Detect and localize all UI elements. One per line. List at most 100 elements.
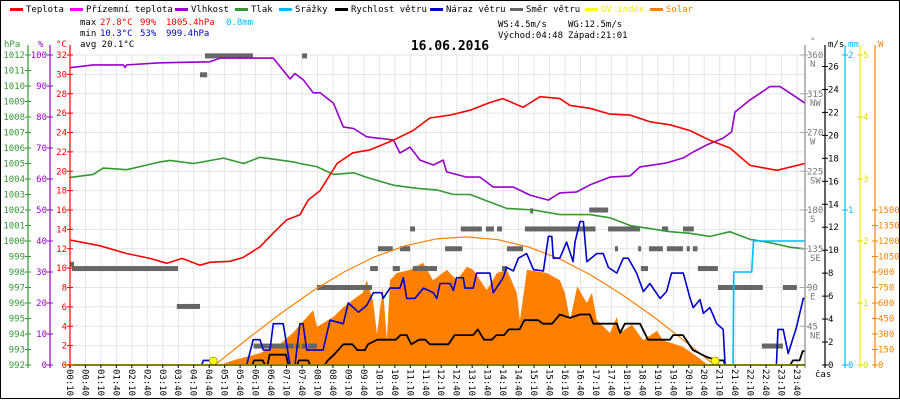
- pressure-tick-label: 1001: [3, 222, 25, 232]
- temperature-tick-label: 30: [56, 70, 67, 80]
- direction-tick-label: 45: [807, 322, 818, 332]
- uv-tick-label: 2: [863, 237, 868, 247]
- legend-label: Náraz větru: [446, 5, 506, 15]
- time-tick-label: 20:40: [698, 369, 708, 396]
- time-tick-label: 22:10: [745, 369, 755, 396]
- wind-direction-mark: [506, 246, 524, 252]
- wind-direction-mark: [302, 53, 308, 59]
- wind-direction-mark: [200, 72, 208, 78]
- legend-label: Vlhkost: [191, 5, 229, 15]
- temperature-tick-label: 2: [62, 342, 67, 352]
- uv-tick-label: 5: [863, 51, 868, 61]
- uv-tick-label: 0: [863, 361, 868, 371]
- legend-label: Srážky: [295, 5, 328, 15]
- time-tick-label: 21:10: [714, 369, 724, 396]
- rain-tick-label: 0: [848, 361, 853, 371]
- solar-area: [220, 262, 713, 365]
- time-tick-label: 21:40: [729, 369, 739, 396]
- solar-tick-label: 1350: [878, 222, 900, 232]
- temperature-tick-label: 12: [56, 245, 67, 255]
- wind-direction-mark: [661, 226, 669, 232]
- stat-sunset: Západ:21:01: [568, 31, 628, 41]
- time-tick-label: 10:40: [389, 369, 399, 396]
- legend-swatch: [510, 8, 523, 11]
- humidity-tick-label: 10: [36, 330, 47, 340]
- time-tick-label: 16:40: [574, 369, 584, 396]
- wind-direction-mark: [301, 343, 307, 349]
- pressure-tick-label: 1011: [3, 67, 25, 77]
- stat-max-temp: 27.8°C: [100, 18, 133, 28]
- pressure-tick-label: 996: [9, 299, 25, 309]
- solar-tick-label: 900: [878, 268, 894, 278]
- series-n-raz-v-tru: [64, 220, 805, 366]
- time-tick-label: 02:40: [141, 369, 151, 396]
- stat-max-pressure: 1005.4hPa: [166, 18, 215, 28]
- time-tick-label: 15:10: [528, 369, 538, 396]
- pressure-tick-label: 997: [9, 284, 25, 294]
- temperature-tick-label: 0: [62, 361, 67, 371]
- stat-wind-gust: WG:12.5m/s: [568, 20, 622, 30]
- legend-swatch: [235, 8, 248, 11]
- wind-tick-label: 24: [828, 85, 839, 95]
- humidity-tick-label: 100: [31, 51, 47, 61]
- direction-tick-label: 315: [807, 90, 823, 100]
- legend-swatch: [650, 8, 663, 11]
- temperature-tick-label: 8: [62, 284, 67, 294]
- wind-direction-mark: [686, 246, 690, 252]
- pressure-tick-label: 1004: [3, 175, 25, 185]
- time-tick-label: 00:10: [64, 369, 74, 396]
- wind-tick-label: 2: [828, 338, 833, 348]
- pressure-tick-label: 999: [9, 253, 25, 263]
- time-tick-label: 01:10: [95, 369, 105, 396]
- temperature-tick-label: 28: [56, 90, 67, 100]
- humidity-tick-label: 90: [36, 82, 47, 92]
- temperature-tick-label: 6: [62, 303, 67, 313]
- legend-label: Směr větru: [526, 5, 580, 15]
- time-tick-label: 13:10: [466, 369, 476, 396]
- pressure-tick-label: 998: [9, 268, 25, 278]
- wind-tick-label: 26: [828, 62, 839, 72]
- wind-direction-mark: [410, 226, 416, 232]
- solar-tick-label: 300: [878, 330, 894, 340]
- uv-tick-label: 1: [863, 299, 868, 309]
- wind-tick-label: 20: [828, 131, 839, 141]
- time-tick-label: 06:40: [265, 369, 275, 396]
- solar-tick-label: 150: [878, 346, 894, 356]
- time-tick-label: 02:10: [126, 369, 136, 396]
- wind-direction-mark: [485, 226, 494, 232]
- wind-direction-mark: [782, 285, 797, 290]
- wind-direction-mark: [501, 266, 507, 272]
- time-tick-label: 18:10: [621, 369, 631, 396]
- chart-title: 16.06.2016: [411, 39, 489, 54]
- unit-temperature: °C: [56, 40, 67, 50]
- direction-tick-label: 180: [807, 206, 823, 216]
- pressure-tick-label: 1000: [3, 237, 25, 247]
- legend-swatch: [585, 8, 598, 11]
- temperature-tick-label: 32: [56, 51, 67, 61]
- humidity-tick-label: 60: [36, 175, 47, 185]
- time-tick-label: 06:10: [250, 369, 260, 396]
- time-tick-label: 18:40: [636, 369, 646, 396]
- axes: 9929939949959969979989991000100110021003…: [3, 45, 900, 396]
- wind-direction-mark: [399, 246, 411, 252]
- wind-tick-label: 16: [828, 177, 839, 187]
- wind-direction-mark: [204, 53, 253, 59]
- wind-direction-mark: [717, 285, 763, 290]
- wind-direction-mark: [69, 261, 75, 267]
- series-tlak: [69, 156, 805, 250]
- temperature-tick-label: 24: [56, 129, 67, 139]
- series-sr-ky: [732, 240, 805, 366]
- wind-direction-mark: [412, 266, 438, 272]
- solar-tick-label: 1050: [878, 253, 900, 263]
- wind-direction-mark: [666, 246, 683, 252]
- series-teplota: [69, 95, 806, 267]
- temperature-tick-label: 20: [56, 167, 67, 177]
- time-tick-label: 23:10: [776, 369, 786, 396]
- time-tick-label: 03:10: [157, 369, 167, 396]
- wind-direction-mark: [638, 246, 642, 252]
- wind-direction-mark: [176, 303, 201, 309]
- legend-label: UV index: [601, 5, 645, 15]
- legend-swatch: [70, 8, 83, 11]
- time-tick-label: 00:40: [79, 369, 89, 396]
